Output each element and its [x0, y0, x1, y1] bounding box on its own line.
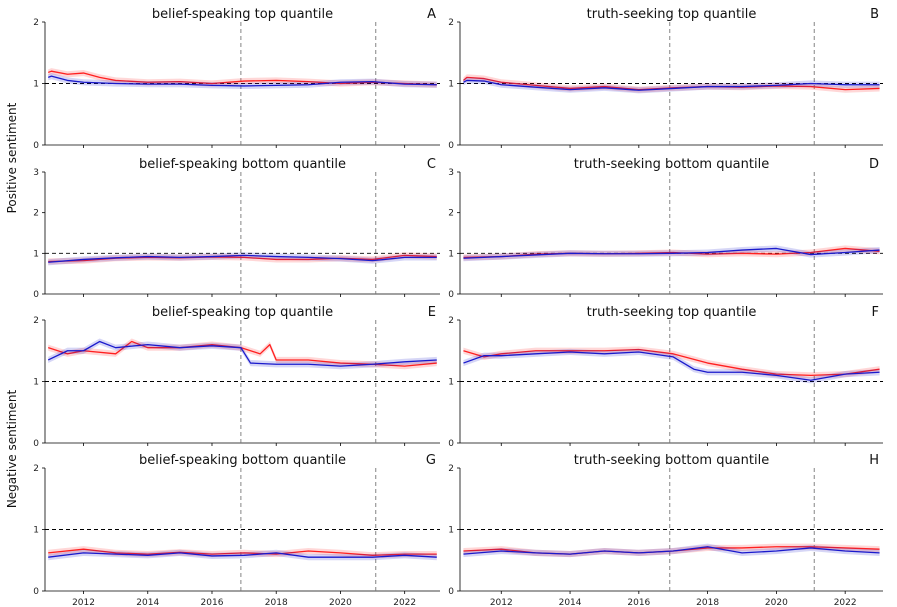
x-tick-label: 2022	[393, 598, 416, 607]
panel-letter: G	[426, 453, 436, 468]
y-tick-label: 0	[448, 439, 454, 449]
panel-title: belief-speaking bottom quantile	[139, 453, 346, 468]
panels: 0 1 2 belief-speaking top quantile A 0 1 2 truth…	[33, 7, 883, 607]
series-line-red	[463, 348, 880, 377]
y-tick-label: 2	[33, 209, 39, 219]
y-tick-label: 2	[448, 209, 454, 219]
y-tick-label: 0	[33, 587, 39, 597]
y-tick-label: 2	[448, 464, 454, 474]
panel-title: belief-speaking top quantile	[152, 305, 333, 320]
series-band-blue	[463, 543, 880, 558]
x-tick-label: 2014	[559, 598, 582, 607]
y-tick-label: 0	[448, 587, 454, 597]
panel-title: truth-seeking bottom quantile	[574, 157, 769, 172]
y-tick-label: 2	[33, 316, 39, 326]
x-tick-label: 2016	[627, 598, 650, 607]
y-axis-label-negative: Negative sentiment	[5, 390, 19, 509]
x-tick-label: 2018	[265, 598, 288, 607]
panel-title: truth-seeking bottom quantile	[574, 453, 769, 468]
ylabel-positive: Positive sentiment	[5, 102, 19, 213]
y-tick-label: 1	[448, 249, 454, 259]
x-tick-label: 2020	[765, 598, 788, 607]
panel-letter: D	[869, 157, 879, 172]
panel-title: belief-speaking top quantile	[152, 7, 333, 22]
y-tick-label: 1	[33, 378, 39, 388]
panel-title: belief-speaking bottom quantile	[139, 157, 346, 172]
y-tick-label: 1	[448, 80, 454, 90]
series-line-blue	[463, 351, 880, 381]
series-line-red	[463, 247, 880, 259]
y-tick-label: 0	[33, 290, 39, 300]
series-band-blue	[48, 338, 437, 370]
panel-letter: E	[428, 305, 436, 320]
series-line-blue	[463, 546, 880, 555]
x-tick-label: 2018	[696, 598, 719, 607]
y-tick-label: 2	[448, 18, 454, 28]
x-tick-label: 2020	[329, 598, 352, 607]
series-line-red	[48, 548, 437, 556]
panel-h: 0 1 2 2012 2014 2016 2018 2020 2022 truth-seeking…	[448, 453, 883, 607]
y-tick-label: 1	[448, 378, 454, 388]
y-tick-label: 1	[33, 249, 39, 259]
series-line-blue	[47, 340, 437, 367]
panel-letter: B	[870, 7, 879, 22]
y-tick-label: 3	[448, 168, 454, 178]
series-line-blue	[48, 552, 437, 558]
y-tick-label: 2	[33, 18, 39, 28]
x-tick-label: 2016	[201, 598, 224, 607]
y-tick-label: 1	[33, 526, 39, 536]
panel-d: 0 1 2 3 truth-seeking bottom quantile D	[448, 157, 883, 300]
x-tick-label: 2014	[136, 598, 159, 607]
series-line-blue	[463, 247, 880, 259]
y-tick-label: 1	[448, 526, 454, 536]
y-tick-label: 2	[33, 464, 39, 474]
x-tick-label: 2012	[72, 598, 95, 607]
series-line-blue	[48, 254, 437, 263]
panel-letter: F	[872, 305, 879, 320]
x-tick-label: 2022	[834, 598, 857, 607]
series-line-red	[47, 70, 437, 86]
panel-f: 0 1 2 truth-seeking top quantile F	[448, 305, 883, 449]
panel-letter: A	[427, 7, 436, 22]
y-tick-label: 2	[448, 316, 454, 326]
y-tick-label: 0	[33, 439, 39, 449]
series-band-red	[48, 252, 437, 265]
panel-e: 0 1 2 belief-speaking top quantile E	[33, 305, 440, 449]
panel-title: truth-seeking top quantile	[587, 305, 757, 320]
panel-a: 0 1 2 belief-speaking top quantile A	[33, 7, 440, 151]
y-tick-label: 0	[448, 141, 454, 151]
panel-letter: C	[427, 157, 436, 172]
panel-b: 0 1 2 truth-seeking top quantile B	[448, 7, 883, 151]
series-band-blue	[48, 73, 437, 90]
panel-c: 0 1 2 3 belief-speaking bottom quantile C	[33, 157, 440, 300]
panel-letter: H	[869, 453, 879, 468]
panel-title: truth-seeking top quantile	[587, 7, 757, 22]
y-tick-label: 0	[33, 141, 39, 151]
panel-g: 0 1 2 2012 2014 2016 2018 2020 2022 belief-speaki…	[33, 453, 440, 607]
y-tick-label: 3	[33, 168, 39, 178]
y-tick-label: 0	[448, 290, 454, 300]
x-tick-label: 2012	[490, 598, 513, 607]
series-band-blue	[48, 252, 437, 266]
y-axis-label-positive: Positive sentiment	[5, 102, 19, 213]
ylabel-negative: Negative sentiment	[5, 390, 19, 509]
series-line-blue	[463, 79, 880, 91]
y-tick-label: 1	[33, 80, 39, 90]
series-line-blue	[47, 75, 437, 87]
